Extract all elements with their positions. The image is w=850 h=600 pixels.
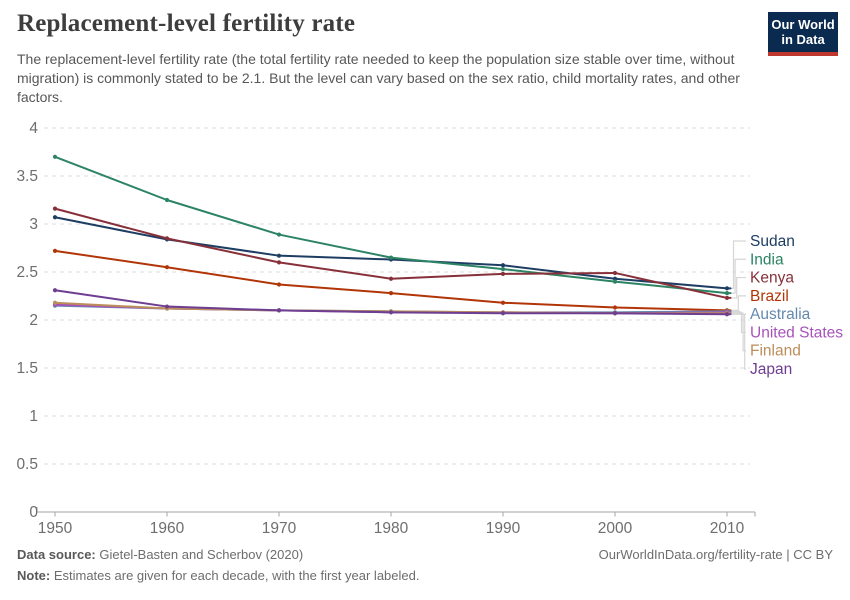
x-tick-label-1990: 1990	[486, 520, 521, 537]
marker-kenya-1960	[164, 236, 170, 241]
x-tick-label-1950: 1950	[38, 520, 73, 537]
marker-india-1950	[52, 154, 58, 159]
legend-label-japan[interactable]: Japan	[750, 361, 792, 378]
legend-label-india[interactable]: India	[750, 251, 784, 268]
note-label: Note:	[17, 568, 51, 583]
marker-finland-1950	[52, 300, 58, 305]
legend-leader-brazil	[730, 295, 746, 311]
marker-kenya-1970	[276, 260, 282, 265]
line-japan	[54, 289, 732, 316]
legend-label-finland[interactable]: Finland	[750, 343, 801, 360]
legend-leader-finland	[730, 312, 746, 352]
legend-leader-japan	[730, 313, 746, 370]
marker-sudan-2000	[612, 276, 618, 281]
legend-leader-united-states	[730, 311, 746, 334]
legend-leader-india	[730, 258, 746, 294]
line-india	[54, 155, 732, 295]
legend-leader-sudan	[730, 240, 746, 289]
chart-subtitle: The replacement-level fertility rate (th…	[17, 51, 740, 105]
fertility-line-chart: 0 0.5 1 1.5 2 2.5 3 3.5 4 1950 1960 1970 1980 1990 200…	[16, 120, 843, 537]
marker-sudan-2010	[724, 286, 730, 291]
marker-india-1960	[164, 197, 170, 203]
owid-logo-line1: Our World	[771, 17, 835, 32]
line-brazil	[54, 249, 732, 312]
y-tick-label-2: 2	[29, 312, 38, 329]
marker-brazil-1950	[52, 248, 58, 253]
legend-leader-kenya	[730, 276, 746, 299]
marker-brazil-1990	[500, 300, 506, 305]
owid-logo-line2: in Data	[781, 32, 825, 47]
marker-kenya-1980	[388, 276, 394, 281]
marker-japan-2000	[612, 311, 618, 316]
marker-india-1970	[276, 232, 282, 237]
data-source-label: Data source:	[17, 547, 96, 562]
y-tick-label-1.5: 1.5	[16, 360, 38, 377]
x-tick-label-2010: 2010	[710, 520, 745, 537]
attribution-link[interactable]: OurWorldInData.org/fertility-rate | CC B…	[598, 547, 833, 562]
line-kenya	[54, 207, 732, 299]
y-tick-label-1: 1	[29, 408, 38, 425]
note-text: Estimates are given for each decade, wit…	[50, 568, 420, 583]
chart-note: Note: Estimates are given for each decad…	[17, 568, 419, 583]
marker-kenya-2000	[612, 270, 618, 276]
y-tick-label-3: 3	[29, 216, 38, 233]
chart-footer: Data source: Gietel-Basten and Scherbov …	[17, 547, 833, 562]
page-title: Replacement-level fertility rate	[17, 10, 356, 37]
marker-japan-1970	[276, 308, 282, 313]
legend-label-united-states[interactable]: United States	[750, 324, 843, 341]
marker-sudan-1950	[52, 215, 58, 220]
marker-brazil-1980	[388, 291, 394, 296]
data-source: Data source: Gietel-Basten and Scherbov …	[17, 547, 303, 562]
y-tick-label-0: 0	[29, 504, 38, 521]
marker-japan-2010	[724, 312, 730, 317]
legend-label-kenya[interactable]: Kenya	[750, 270, 794, 287]
marker-india-1980	[388, 255, 394, 260]
legend-label-sudan[interactable]: Sudan	[750, 233, 795, 250]
marker-brazil-2000	[612, 305, 618, 310]
y-tick-label-3.5: 3.5	[16, 168, 38, 185]
y-tick-label-2.5: 2.5	[16, 264, 38, 281]
legend-label-australia[interactable]: Australia	[750, 306, 811, 323]
x-tick-label-1970: 1970	[262, 520, 297, 537]
marker-japan-1990	[500, 311, 506, 316]
x-tick-label-2000: 2000	[598, 520, 633, 537]
marker-japan-1960	[164, 304, 170, 309]
marker-kenya-1950	[52, 206, 58, 211]
y-tick-label-4: 4	[29, 120, 38, 137]
marker-japan-1980	[388, 310, 394, 315]
marker-sudan-1990	[500, 263, 506, 268]
marker-india-2000	[612, 279, 618, 284]
marker-sudan-1970	[276, 253, 282, 258]
marker-india-1990	[500, 267, 506, 272]
y-tick-label-0.5: 0.5	[16, 456, 38, 473]
x-tick-label-1980: 1980	[374, 520, 409, 537]
legend-label-brazil[interactable]: Brazil	[750, 288, 789, 305]
owid-logo[interactable]: Our World in Data	[768, 12, 838, 56]
x-tick-label-1960: 1960	[150, 520, 185, 537]
marker-brazil-1970	[276, 282, 282, 287]
marker-kenya-2010	[724, 295, 730, 301]
marker-kenya-1990	[500, 271, 506, 277]
marker-japan-1950	[52, 288, 58, 293]
marker-brazil-1960	[164, 265, 170, 270]
data-source-text: Gietel-Basten and Scherbov (2020)	[95, 547, 304, 562]
marker-india-2010	[724, 291, 730, 296]
